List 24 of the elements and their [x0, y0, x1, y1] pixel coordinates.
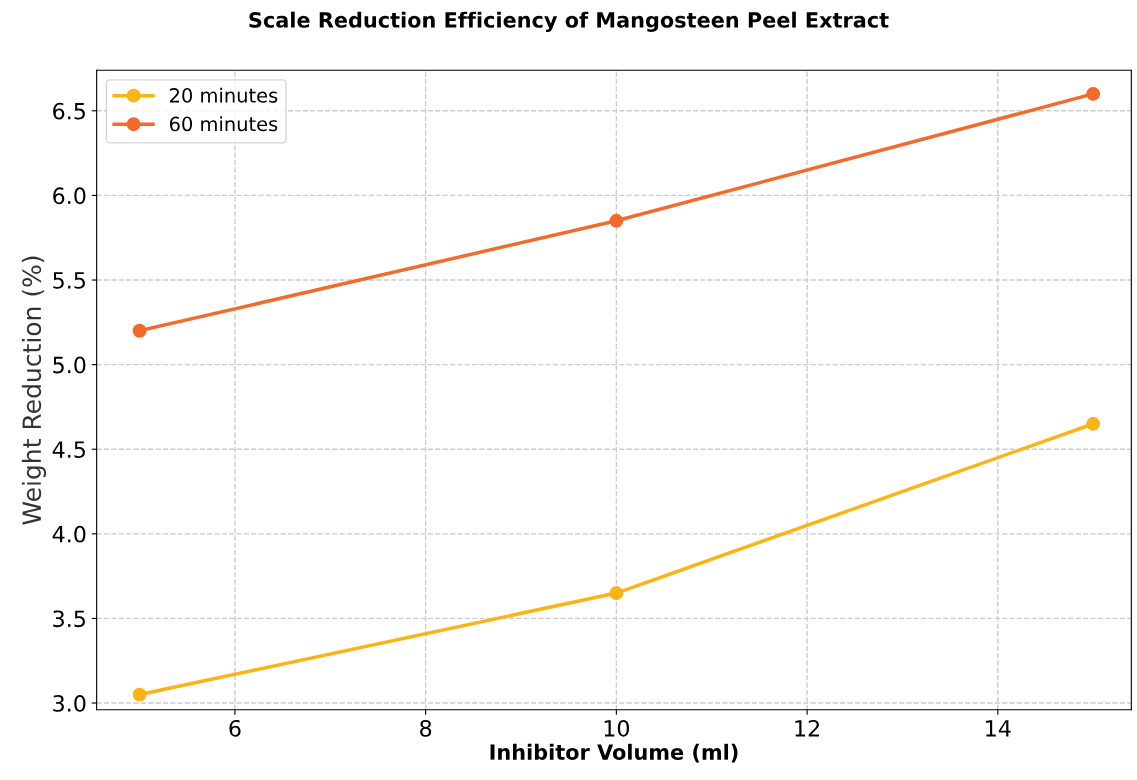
y-tick-label: 3.0	[53, 694, 86, 712]
point	[132, 687, 147, 702]
y-tick-label: 6.5	[53, 102, 85, 120]
legend-label: 20 minutes	[170, 87, 278, 103]
y-tick-label: 4.0	[52, 525, 86, 543]
chart-title: Scale Reduction Efficiency of Mangosteen Peel Extract	[249, 11, 889, 33]
point	[609, 586, 624, 600]
y-tick-label: 4.5	[52, 441, 85, 458]
x-tick-label: 14	[986, 720, 1011, 737]
x-tick-label: 8	[420, 719, 432, 737]
x-tick-label: 10	[604, 719, 630, 737]
y-tick-label: 5.0	[53, 356, 86, 374]
legend-label: 60 minutes	[169, 116, 278, 132]
x-axis-title: Inhibitor Volume (ml)	[490, 743, 738, 763]
y-tick-label: 5.5	[53, 272, 85, 289]
point	[609, 213, 624, 228]
point	[132, 323, 147, 338]
y-tick-label: 6.0	[53, 187, 86, 205]
point	[1086, 86, 1101, 101]
x-tick-label: 12	[795, 719, 819, 737]
x-tick-label: 6	[229, 719, 241, 737]
y-tick-label: 3.5	[53, 610, 85, 628]
y-axis-title: Weight Reduction (%)	[21, 256, 47, 525]
point	[1086, 416, 1101, 431]
